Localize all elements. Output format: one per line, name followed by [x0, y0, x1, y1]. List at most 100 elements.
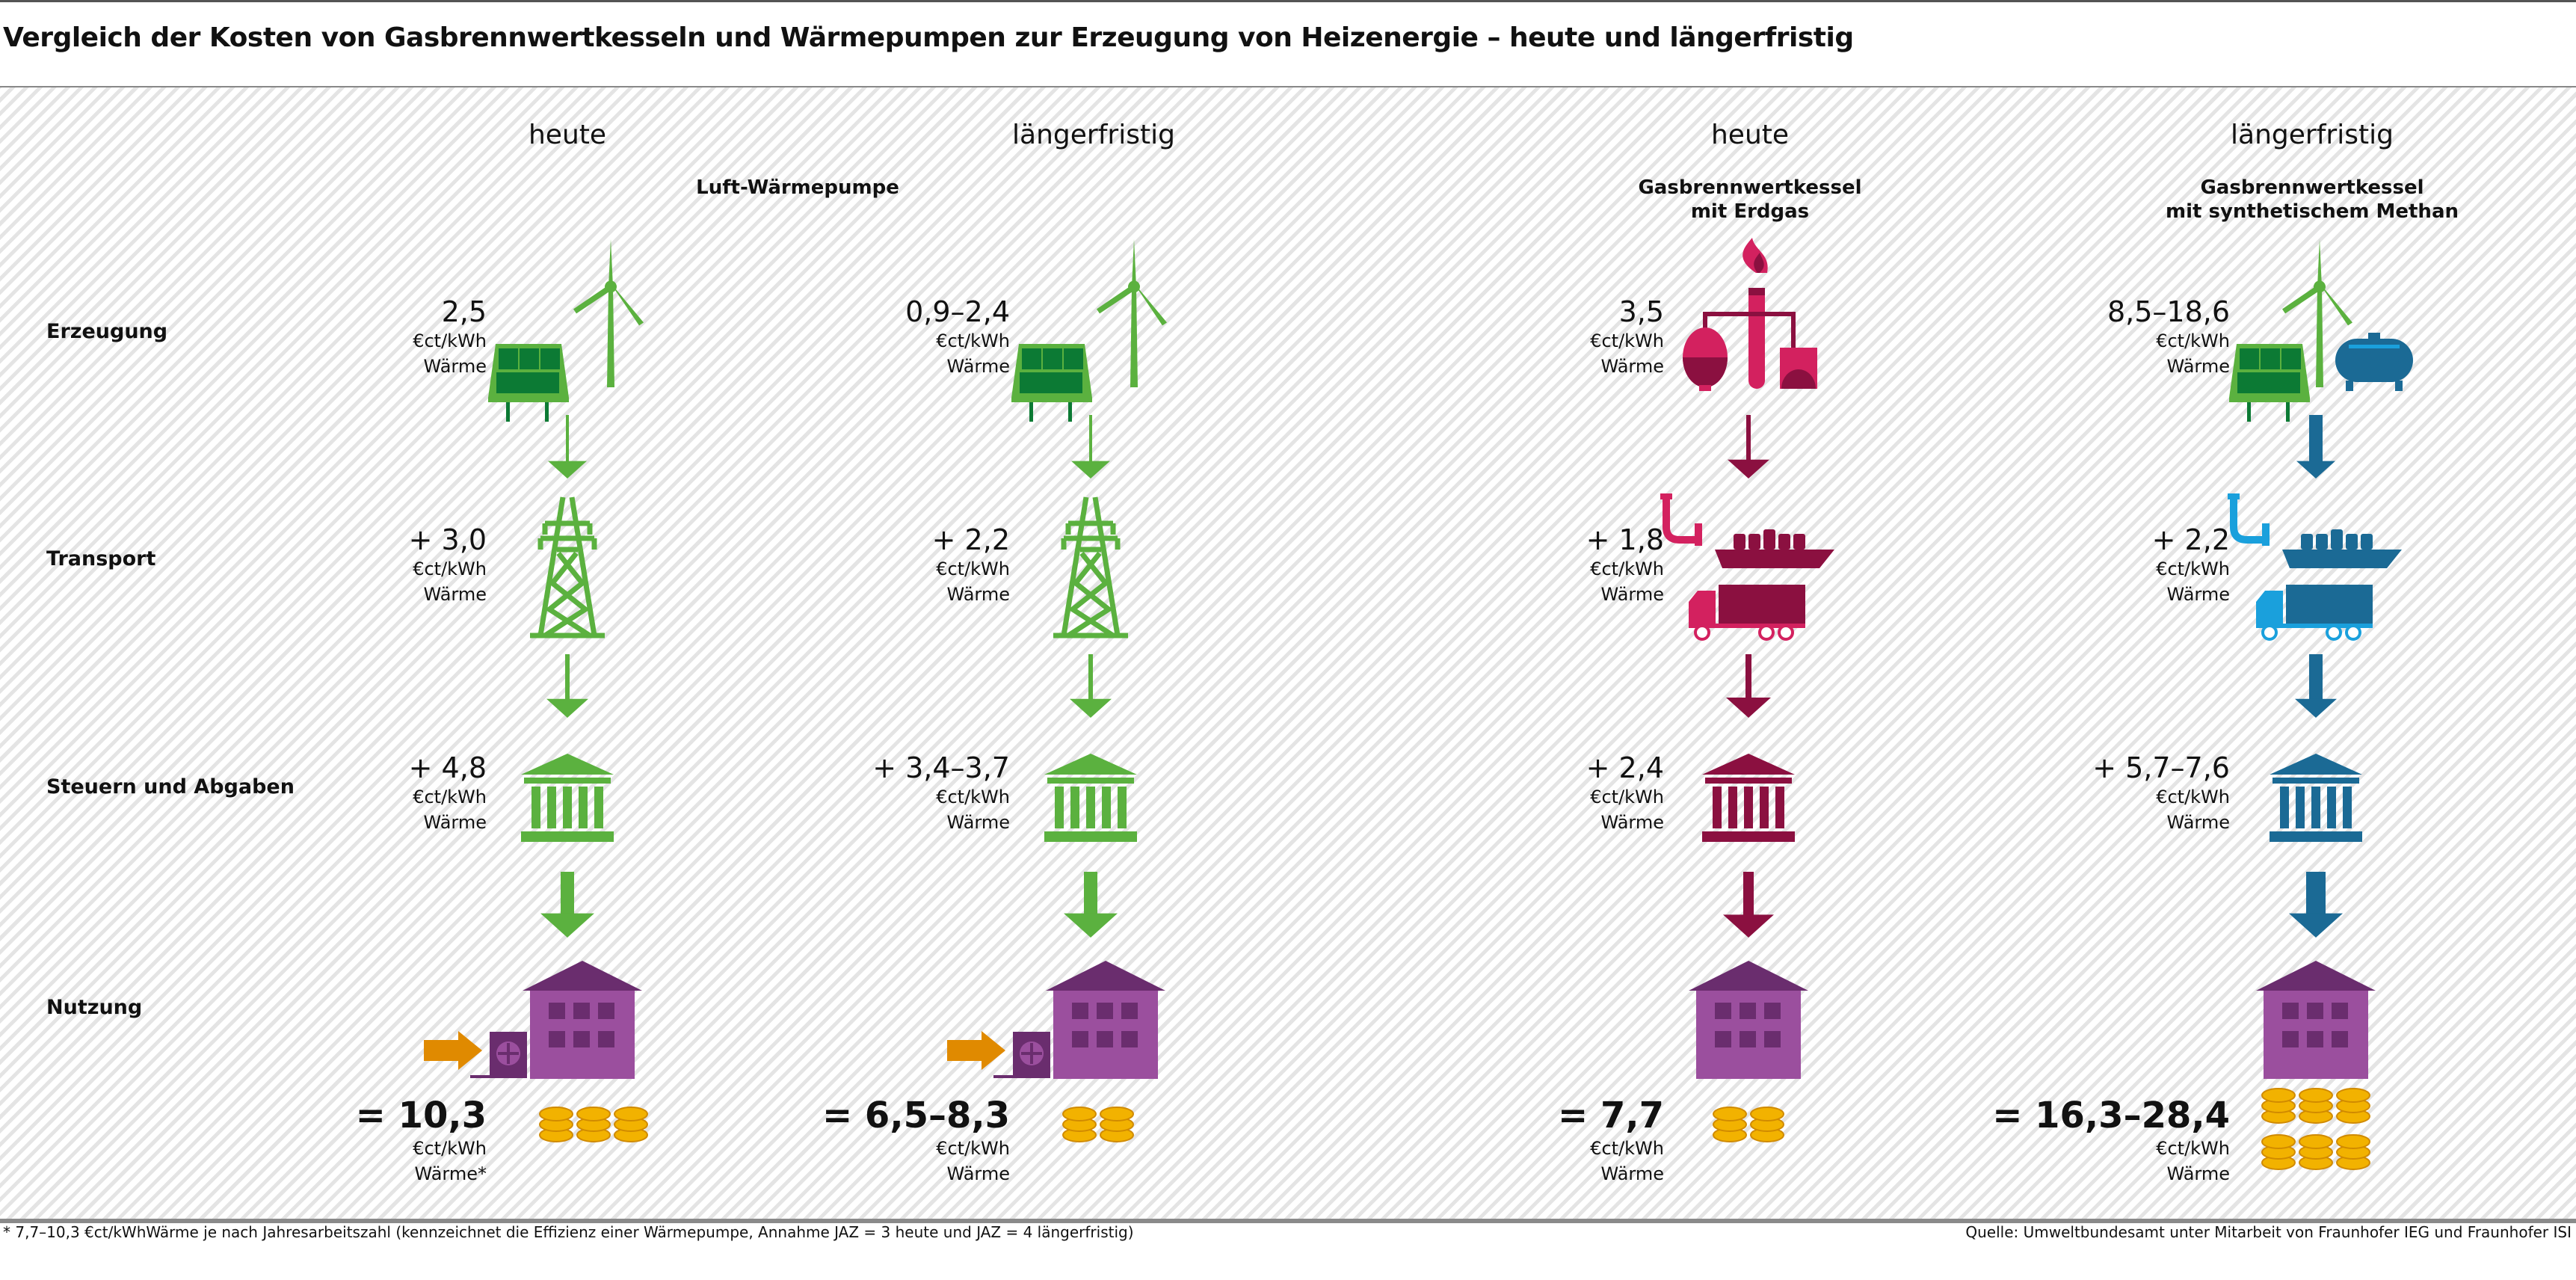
- cost-unit-waerme: Wärme: [2166, 1163, 2231, 1184]
- cost-unit-waerme: Wärme*: [414, 1163, 487, 1184]
- heat-pump-icon: [993, 1032, 1050, 1078]
- cost-unit-waerme: Wärme: [423, 584, 487, 605]
- house-icon: [1046, 961, 1165, 1079]
- cost-unit: €ct/kWh: [413, 559, 487, 579]
- flow-arrow-icon: [2296, 415, 2335, 479]
- cost-erzeugung-col3: 3,5 €ct/kWh Wärme: [1590, 295, 1664, 379]
- cost-unit-waerme: Wärme: [946, 356, 1011, 377]
- flow-arrow-icon: [1064, 872, 1118, 938]
- cost-unit: €ct/kWh: [936, 559, 1010, 579]
- power-pylon-icon: [1053, 496, 1128, 639]
- cost-unit: €ct/kWh: [1590, 330, 1664, 351]
- flow-arrow-icon: [1723, 872, 1774, 938]
- tax-building-icon: [2270, 754, 2362, 842]
- flow-arrow-icon: [540, 872, 594, 938]
- flow-arrow-icon: [1071, 415, 1110, 479]
- cost-unit: €ct/kWh: [2156, 787, 2230, 807]
- tax-building-icon: [1044, 754, 1137, 842]
- cost-unit-waerme: Wärme: [1600, 356, 1665, 377]
- cost-total-col3: = 7,7 €ct/kWh Wärme: [1558, 1095, 1664, 1187]
- group-label-gas-erdgas: Gasbrennwertkessel mit Erdgas: [1638, 176, 1861, 224]
- gas-plant-icon: [1683, 238, 1817, 391]
- cost-total-col2: = 6,5–8,3 €ct/kWh Wärme: [822, 1095, 1010, 1187]
- group-line-1: Gasbrennwertkessel: [1638, 176, 1862, 199]
- wind-turbine-icon: [2282, 239, 2352, 387]
- power-pylon-icon: [530, 496, 605, 639]
- column-header-wp-heute: heute: [528, 120, 607, 150]
- flow-arrow-icon: [546, 654, 588, 718]
- tax-building-icon: [1702, 754, 1795, 842]
- coins-icon: [539, 1107, 648, 1142]
- coins-icon: [1062, 1107, 1134, 1142]
- group-label-waermepumpe: Luft-Wärmepumpe: [696, 176, 899, 199]
- cost-unit-waerme: Wärme: [2166, 356, 2231, 377]
- cost-transport-col4: + 2,2 €ct/kWh Wärme: [2152, 523, 2230, 607]
- truck-icon: [1689, 585, 1805, 641]
- air-inflow-arrow-icon: [947, 1031, 1005, 1070]
- cost-value: 3,5: [1618, 295, 1664, 328]
- cost-value: = 6,5–8,3: [822, 1095, 1010, 1136]
- cost-unit-waerme: Wärme: [946, 1163, 1011, 1184]
- cost-unit: €ct/kWh: [2156, 1138, 2230, 1159]
- cost-steuern-col2: + 3,4–3,7 €ct/kWh Wärme: [872, 751, 1010, 835]
- cost-unit-waerme: Wärme: [946, 812, 1011, 833]
- air-inflow-arrow-icon: [424, 1031, 482, 1070]
- flow-arrow-icon: [1728, 415, 1769, 479]
- column-header-gas-heute: heute: [1710, 120, 1790, 150]
- cost-erzeugung-col4: 8,5–18,6 €ct/kWh Wärme: [2107, 295, 2230, 379]
- group-line-2: mit Erdgas: [1690, 200, 1810, 223]
- row-label-erzeugung: Erzeugung: [46, 320, 168, 343]
- cost-total-col1: = 10,3 €ct/kWh Wärme*: [356, 1095, 487, 1187]
- coins-icon: [1713, 1107, 1784, 1142]
- cost-transport-col1: + 3,0 €ct/kWh Wärme: [409, 523, 487, 607]
- column-header-wp-laengerfristig: längerfristig: [1012, 120, 1175, 150]
- cost-unit-waerme: Wärme: [2166, 812, 2231, 833]
- cost-value: = 16,3–28,4: [1992, 1095, 2230, 1136]
- cost-unit: €ct/kWh: [2156, 559, 2230, 579]
- group-label-gas-methan: Gasbrennwertkessel mit synthetischem Meth…: [2166, 176, 2459, 224]
- row-label-steuern: Steuern und Abgaben: [46, 775, 295, 799]
- footnote: * 7,7–10,3 €ct/kWhWärme je nach Jahresar…: [3, 1223, 1134, 1241]
- cost-value: + 3,0: [408, 523, 487, 556]
- cost-value: + 2,2: [2151, 523, 2230, 556]
- cost-steuern-col1: + 4,8 €ct/kWh Wärme: [409, 751, 487, 835]
- cost-unit: €ct/kWh: [1590, 787, 1664, 807]
- cost-transport-col2: + 2,2 €ct/kWh Wärme: [932, 523, 1010, 607]
- cost-unit: €ct/kWh: [936, 1138, 1010, 1159]
- gas-tank-icon: [2335, 333, 2413, 391]
- cost-unit-waerme: Wärme: [1600, 1163, 1665, 1184]
- cost-unit-waerme: Wärme: [423, 356, 487, 377]
- cost-erzeugung-col1: 2,5 €ct/kWh Wärme: [413, 295, 487, 379]
- column-header-gas-laengerfristig: längerfristig: [2231, 120, 2394, 150]
- cost-unit-waerme: Wärme: [946, 584, 1011, 605]
- cost-unit-waerme: Wärme: [1600, 812, 1665, 833]
- house-icon: [2256, 961, 2376, 1079]
- solar-panel-icon: [2229, 344, 2310, 422]
- cost-unit: €ct/kWh: [1590, 559, 1664, 579]
- group-line-1: Gasbrennwertkessel: [2200, 176, 2424, 199]
- cost-unit-waerme: Wärme: [2166, 584, 2231, 605]
- cost-unit: €ct/kWh: [936, 787, 1010, 807]
- ship-icon: [2282, 529, 2402, 568]
- cost-value: 0,9–2,4: [905, 295, 1010, 328]
- ship-icon: [1715, 529, 1834, 568]
- wind-turbine-icon: [1097, 239, 1167, 387]
- heat-pump-icon: [470, 1032, 527, 1078]
- solar-panel-icon: [488, 344, 569, 422]
- cost-unit: €ct/kWh: [413, 787, 487, 807]
- cost-unit-waerme: Wärme: [1600, 584, 1665, 605]
- row-label-transport: Transport: [46, 547, 156, 570]
- cost-erzeugung-col2: 0,9–2,4 €ct/kWh Wärme: [905, 295, 1010, 379]
- coins-icon: [2261, 1088, 2370, 1170]
- cost-unit: €ct/kWh: [413, 330, 487, 351]
- cost-unit: €ct/kWh: [936, 330, 1010, 351]
- cost-value: + 2,4: [1586, 751, 1664, 784]
- group-line-2: mit synthetischem Methan: [2165, 200, 2459, 223]
- source-note: Quelle: Umweltbundesamt unter Mitarbeit …: [1965, 1223, 2572, 1241]
- cost-unit-waerme: Wärme: [423, 812, 487, 833]
- cost-value: 2,5: [441, 295, 487, 328]
- cost-value: = 7,7: [1558, 1095, 1664, 1136]
- cost-value: + 4,8: [408, 751, 487, 784]
- flow-arrow-icon: [1726, 654, 1771, 718]
- cost-unit: €ct/kWh: [413, 1138, 487, 1159]
